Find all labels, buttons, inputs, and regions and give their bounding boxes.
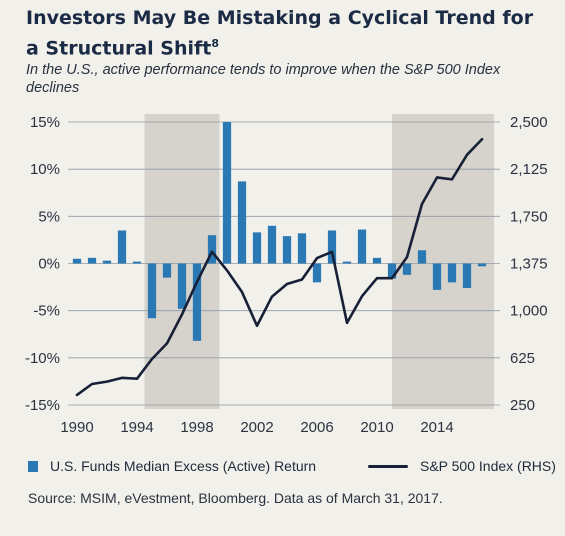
x-tick-label: 2014 (420, 419, 453, 436)
y-left-tick-label: -10% (25, 350, 60, 367)
bar-2005 (297, 233, 307, 264)
bar-2012 (402, 263, 412, 275)
y-right-tick-label: 1,375 (510, 256, 548, 273)
bar-2016 (462, 263, 472, 289)
x-tick-label: 1998 (180, 419, 213, 436)
bar-2008 (342, 261, 352, 264)
x-tick-label: 2002 (240, 419, 273, 436)
x-tick-label: 2010 (360, 419, 393, 436)
y-right-tick-label: 2,500 (510, 114, 548, 131)
bar-2011 (387, 263, 397, 279)
bar-2017 (477, 263, 487, 267)
y-right-tick-label: 1,750 (510, 208, 548, 225)
bar-2010 (372, 257, 382, 264)
y-left-tick-label: 0% (38, 256, 60, 273)
title-footnote-marker: 8 (211, 37, 220, 50)
bar-1991 (87, 257, 97, 264)
legend: U.S. Funds Median Excess (Active) Return… (28, 458, 558, 480)
bar-2007 (327, 230, 337, 264)
bar-2009 (357, 229, 367, 264)
y-left-tick-label: -5% (33, 303, 60, 320)
bar-2004 (282, 236, 292, 264)
bar-2006 (312, 263, 322, 283)
source-note: Source: MSIM, eVestment, Bloomberg. Data… (28, 490, 443, 506)
bar-2014 (432, 263, 442, 290)
x-tick-label: 1990 (60, 419, 93, 436)
x-tick-label: 2006 (300, 419, 333, 436)
bar-2003 (267, 225, 277, 264)
legend-label-line: S&P 500 Index (RHS) (420, 458, 556, 474)
x-tick-label: 1994 (120, 419, 153, 436)
bar-1999 (207, 235, 217, 264)
y-right-tick-label: 1,000 (510, 303, 548, 320)
bar-1995 (147, 263, 157, 319)
legend-item-line: S&P 500 Index (RHS) (368, 458, 556, 474)
y-right-tick-label: 625 (510, 350, 535, 367)
y-right-tick-label: 250 (510, 397, 535, 414)
chart-title-text: Investors May Be Mistaking a Cyclical Tr… (26, 7, 534, 60)
bar-1990 (72, 258, 82, 264)
chart-subtitle: In the U.S., active performance tends to… (26, 62, 501, 96)
bar-1994 (132, 261, 142, 264)
bar-2000 (222, 122, 232, 264)
sp500-line (75, 137, 484, 397)
y-left-tick-label: 10% (30, 161, 60, 178)
bar-1992 (102, 260, 112, 264)
y-left-tick-label: 15% (30, 114, 60, 131)
bar-1996 (162, 263, 172, 278)
legend-bar-swatch (28, 460, 38, 472)
chart-title: Investors May Be Mistaking a Cyclical Tr… (26, 6, 546, 61)
bar-2013 (417, 250, 427, 264)
y-left-tick-label: -15% (25, 397, 60, 414)
y-left-tick-label: 5% (38, 208, 60, 225)
bar-2002 (252, 232, 262, 264)
bar-1997 (177, 263, 187, 309)
bar-1998 (192, 263, 202, 341)
bar-2001 (237, 181, 247, 264)
bar-2015 (447, 263, 457, 283)
y-right-tick-label: 2,125 (510, 161, 548, 178)
bar-1993 (117, 230, 127, 264)
legend-item-bars: U.S. Funds Median Excess (Active) Return (28, 458, 316, 474)
legend-line-swatch (368, 464, 408, 468)
legend-label-bars: U.S. Funds Median Excess (Active) Return (50, 458, 317, 474)
shaded-period-1 (392, 114, 494, 409)
